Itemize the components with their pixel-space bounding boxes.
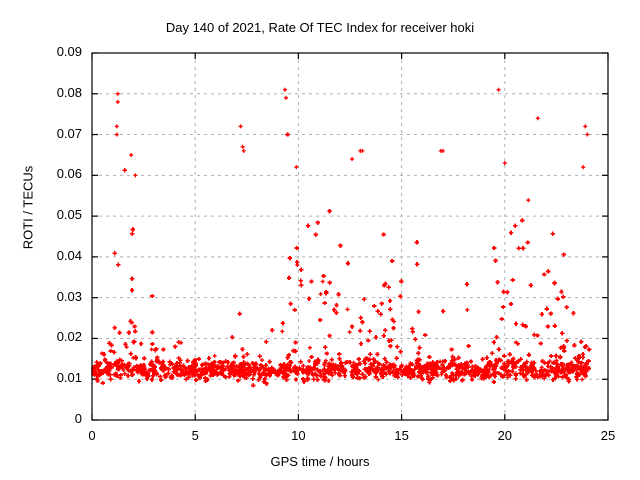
- data-point: [212, 353, 217, 358]
- data-point: [280, 329, 285, 334]
- data-point: [318, 292, 323, 297]
- data-point: [307, 358, 312, 363]
- data-point: [259, 358, 264, 363]
- data-point: [345, 307, 350, 312]
- data-point: [307, 345, 312, 350]
- data-point: [376, 377, 381, 382]
- gridlines: [92, 53, 608, 420]
- page-title: Day 140 of 2021, Rate Of TEC Index for r…: [165, 20, 475, 35]
- data-point: [347, 330, 352, 335]
- data-point: [506, 363, 511, 368]
- scatter-points: [91, 87, 592, 388]
- data-point: [320, 279, 325, 284]
- x-axis-label: GPS time / hours: [270, 454, 370, 469]
- data-point: [318, 374, 323, 379]
- data-point: [526, 198, 531, 203]
- data-point: [323, 358, 328, 363]
- data-point: [465, 307, 470, 312]
- data-point: [580, 377, 585, 382]
- data-point: [439, 372, 444, 377]
- data-point: [149, 347, 154, 352]
- data-point: [124, 345, 129, 350]
